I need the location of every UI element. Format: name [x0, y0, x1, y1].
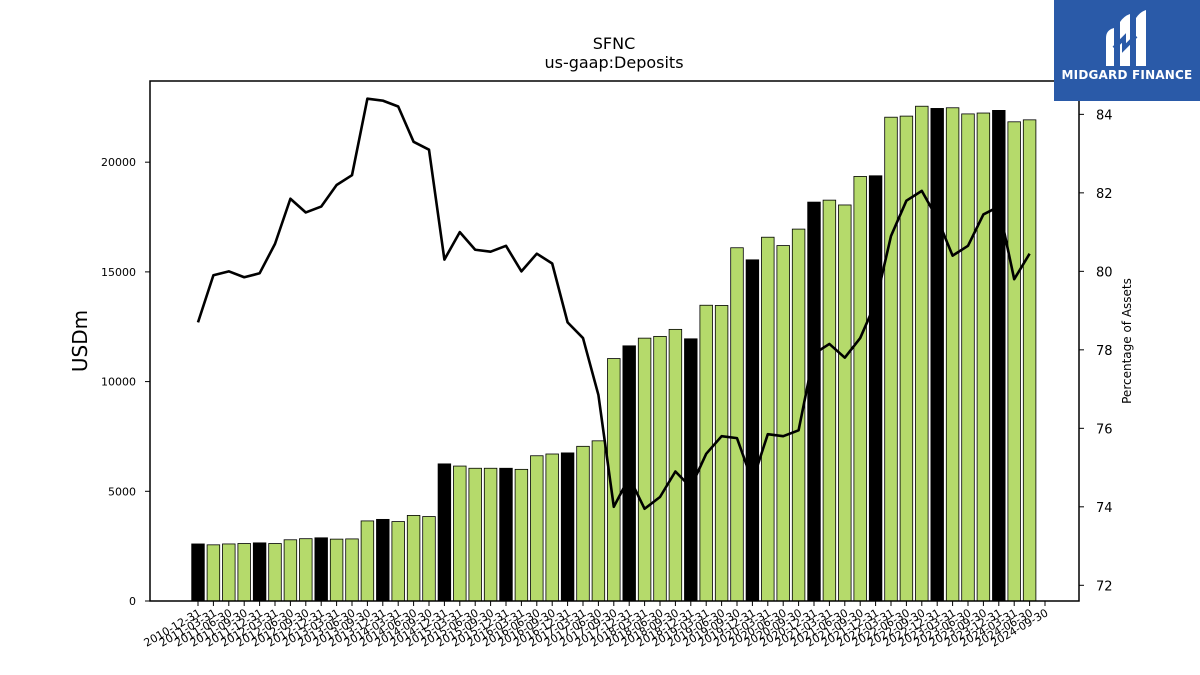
chart-subtitle: us-gaap:Deposits	[544, 53, 683, 72]
y-tick-label: 20000	[101, 156, 136, 169]
bar	[483, 467, 498, 602]
bar	[222, 543, 236, 602]
bar	[360, 520, 375, 602]
bar	[822, 199, 837, 602]
bar	[976, 112, 991, 602]
percentage-line-group	[196, 97, 1031, 511]
bar	[391, 521, 405, 602]
bar	[961, 113, 975, 602]
bar	[345, 538, 359, 602]
plot-frame	[149, 80, 1080, 602]
bar	[807, 201, 821, 602]
y2-tick-label: 80	[1096, 265, 1113, 280]
bar	[376, 518, 390, 602]
bar	[591, 440, 606, 602]
bar	[545, 453, 559, 602]
percentage-line	[196, 97, 1031, 511]
y-tick-label: 0	[129, 595, 136, 608]
bar	[730, 247, 744, 602]
bar	[252, 542, 267, 602]
y2-tick-label: 76	[1096, 422, 1113, 437]
bar	[530, 455, 544, 602]
bar	[915, 105, 929, 602]
bar	[191, 543, 205, 602]
y2-tick-label: 74	[1096, 501, 1113, 516]
bar	[422, 516, 436, 602]
bar	[329, 538, 344, 602]
y2-tick-label: 78	[1096, 344, 1113, 359]
bar	[838, 204, 852, 602]
bar	[791, 228, 806, 602]
bar	[930, 108, 944, 602]
bar	[514, 468, 529, 602]
y-tick-label: 10000	[101, 376, 136, 389]
y-tick-label: 5000	[108, 485, 136, 498]
bar	[745, 259, 760, 602]
logo: MIDGARD FINANCE	[1054, 0, 1200, 101]
bar	[684, 338, 698, 602]
bar	[299, 538, 313, 602]
bar	[992, 110, 1006, 602]
bar	[653, 335, 667, 602]
bar	[622, 345, 636, 602]
bar	[314, 537, 328, 602]
bar	[853, 176, 867, 602]
bar	[560, 452, 575, 602]
bar-group	[191, 105, 1037, 602]
axis-ticks: 0 5000 10000 15000 20000 72 74 76 78 80 82 84	[101, 108, 1113, 608]
bar	[668, 328, 683, 602]
bar	[761, 236, 775, 602]
bar	[453, 465, 467, 602]
bar	[499, 467, 513, 602]
x-tick-labels: 2010-12-312011-03-312011-06-302011-09-30…	[142, 606, 1051, 649]
bar	[776, 245, 790, 602]
bar	[884, 116, 898, 602]
bar	[637, 337, 652, 602]
y-axis-label: USDm	[68, 310, 92, 372]
bar	[268, 543, 282, 602]
bar	[237, 543, 251, 602]
y2-tick-label: 82	[1096, 187, 1113, 202]
y2-tick-label: 72	[1096, 579, 1113, 594]
y2-axis-label: Percentage of Assets	[1120, 278, 1134, 404]
bar	[899, 115, 914, 602]
y-tick-label: 15000	[101, 266, 136, 279]
chart-title: SFNC	[593, 34, 636, 53]
bar	[868, 175, 883, 602]
bar	[1022, 119, 1037, 602]
bar	[406, 515, 421, 602]
midgard-logo-icon	[1106, 10, 1146, 66]
bar	[468, 467, 482, 602]
bar	[714, 305, 729, 602]
bar	[1007, 121, 1021, 602]
bar	[283, 539, 298, 602]
y2-tick-label: 84	[1096, 108, 1113, 123]
bar	[437, 463, 452, 602]
bar	[576, 445, 590, 602]
bar	[206, 544, 221, 602]
bar	[945, 107, 960, 602]
logo-text: MIDGARD FINANCE	[1061, 68, 1193, 82]
